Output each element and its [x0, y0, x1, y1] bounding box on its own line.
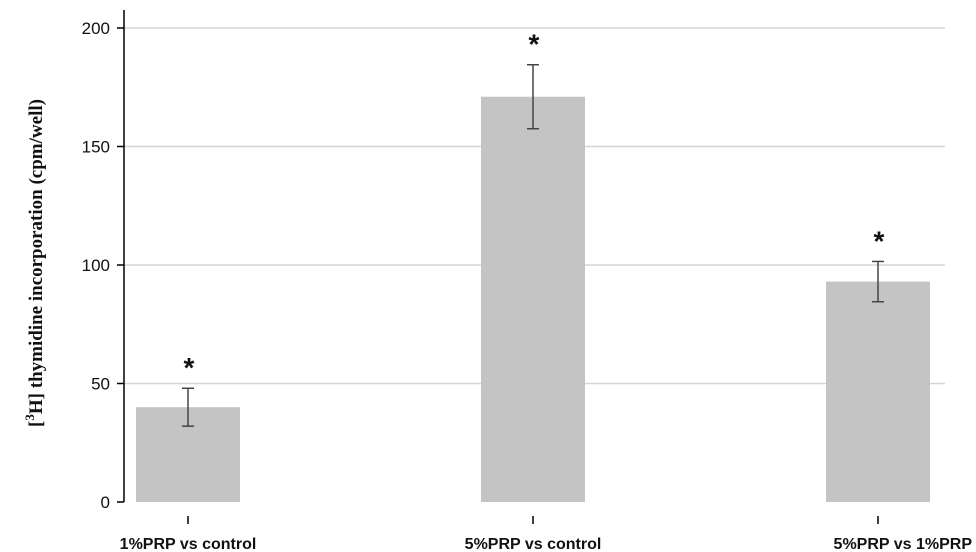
x-tick-label-1: 1%PRP vs control: [120, 536, 257, 552]
y-tick-label-0: 0: [101, 493, 110, 512]
y-axis-title: [3H] thymidine incorporation (cpm/well): [22, 99, 47, 427]
x-tick-labels: 1%PRP vs control 5%PRP vs control 5%PRP vs…: [120, 536, 973, 552]
bar-3: [826, 281, 930, 502]
y-tick-label-150: 150: [82, 138, 110, 157]
significance-mark-2: *: [529, 29, 540, 60]
axes: [117, 10, 879, 524]
significance-marks: * * *: [184, 29, 885, 384]
x-tick-label-2: 5%PRP vs control: [465, 536, 602, 552]
y-tick-label-200: 200: [82, 19, 110, 38]
y-tick-labels: 0 50 100 150 200: [82, 19, 110, 512]
significance-mark-3: *: [874, 225, 885, 256]
x-tick-label-3: 5%PRP vs 1%PRP: [834, 536, 973, 552]
error-bars: [182, 63, 884, 427]
significance-mark-1: *: [184, 352, 195, 383]
bars: [136, 96, 930, 502]
bar-2: [481, 96, 585, 502]
y-tick-label-100: 100: [82, 256, 110, 275]
y-tick-label-50: 50: [91, 375, 110, 394]
